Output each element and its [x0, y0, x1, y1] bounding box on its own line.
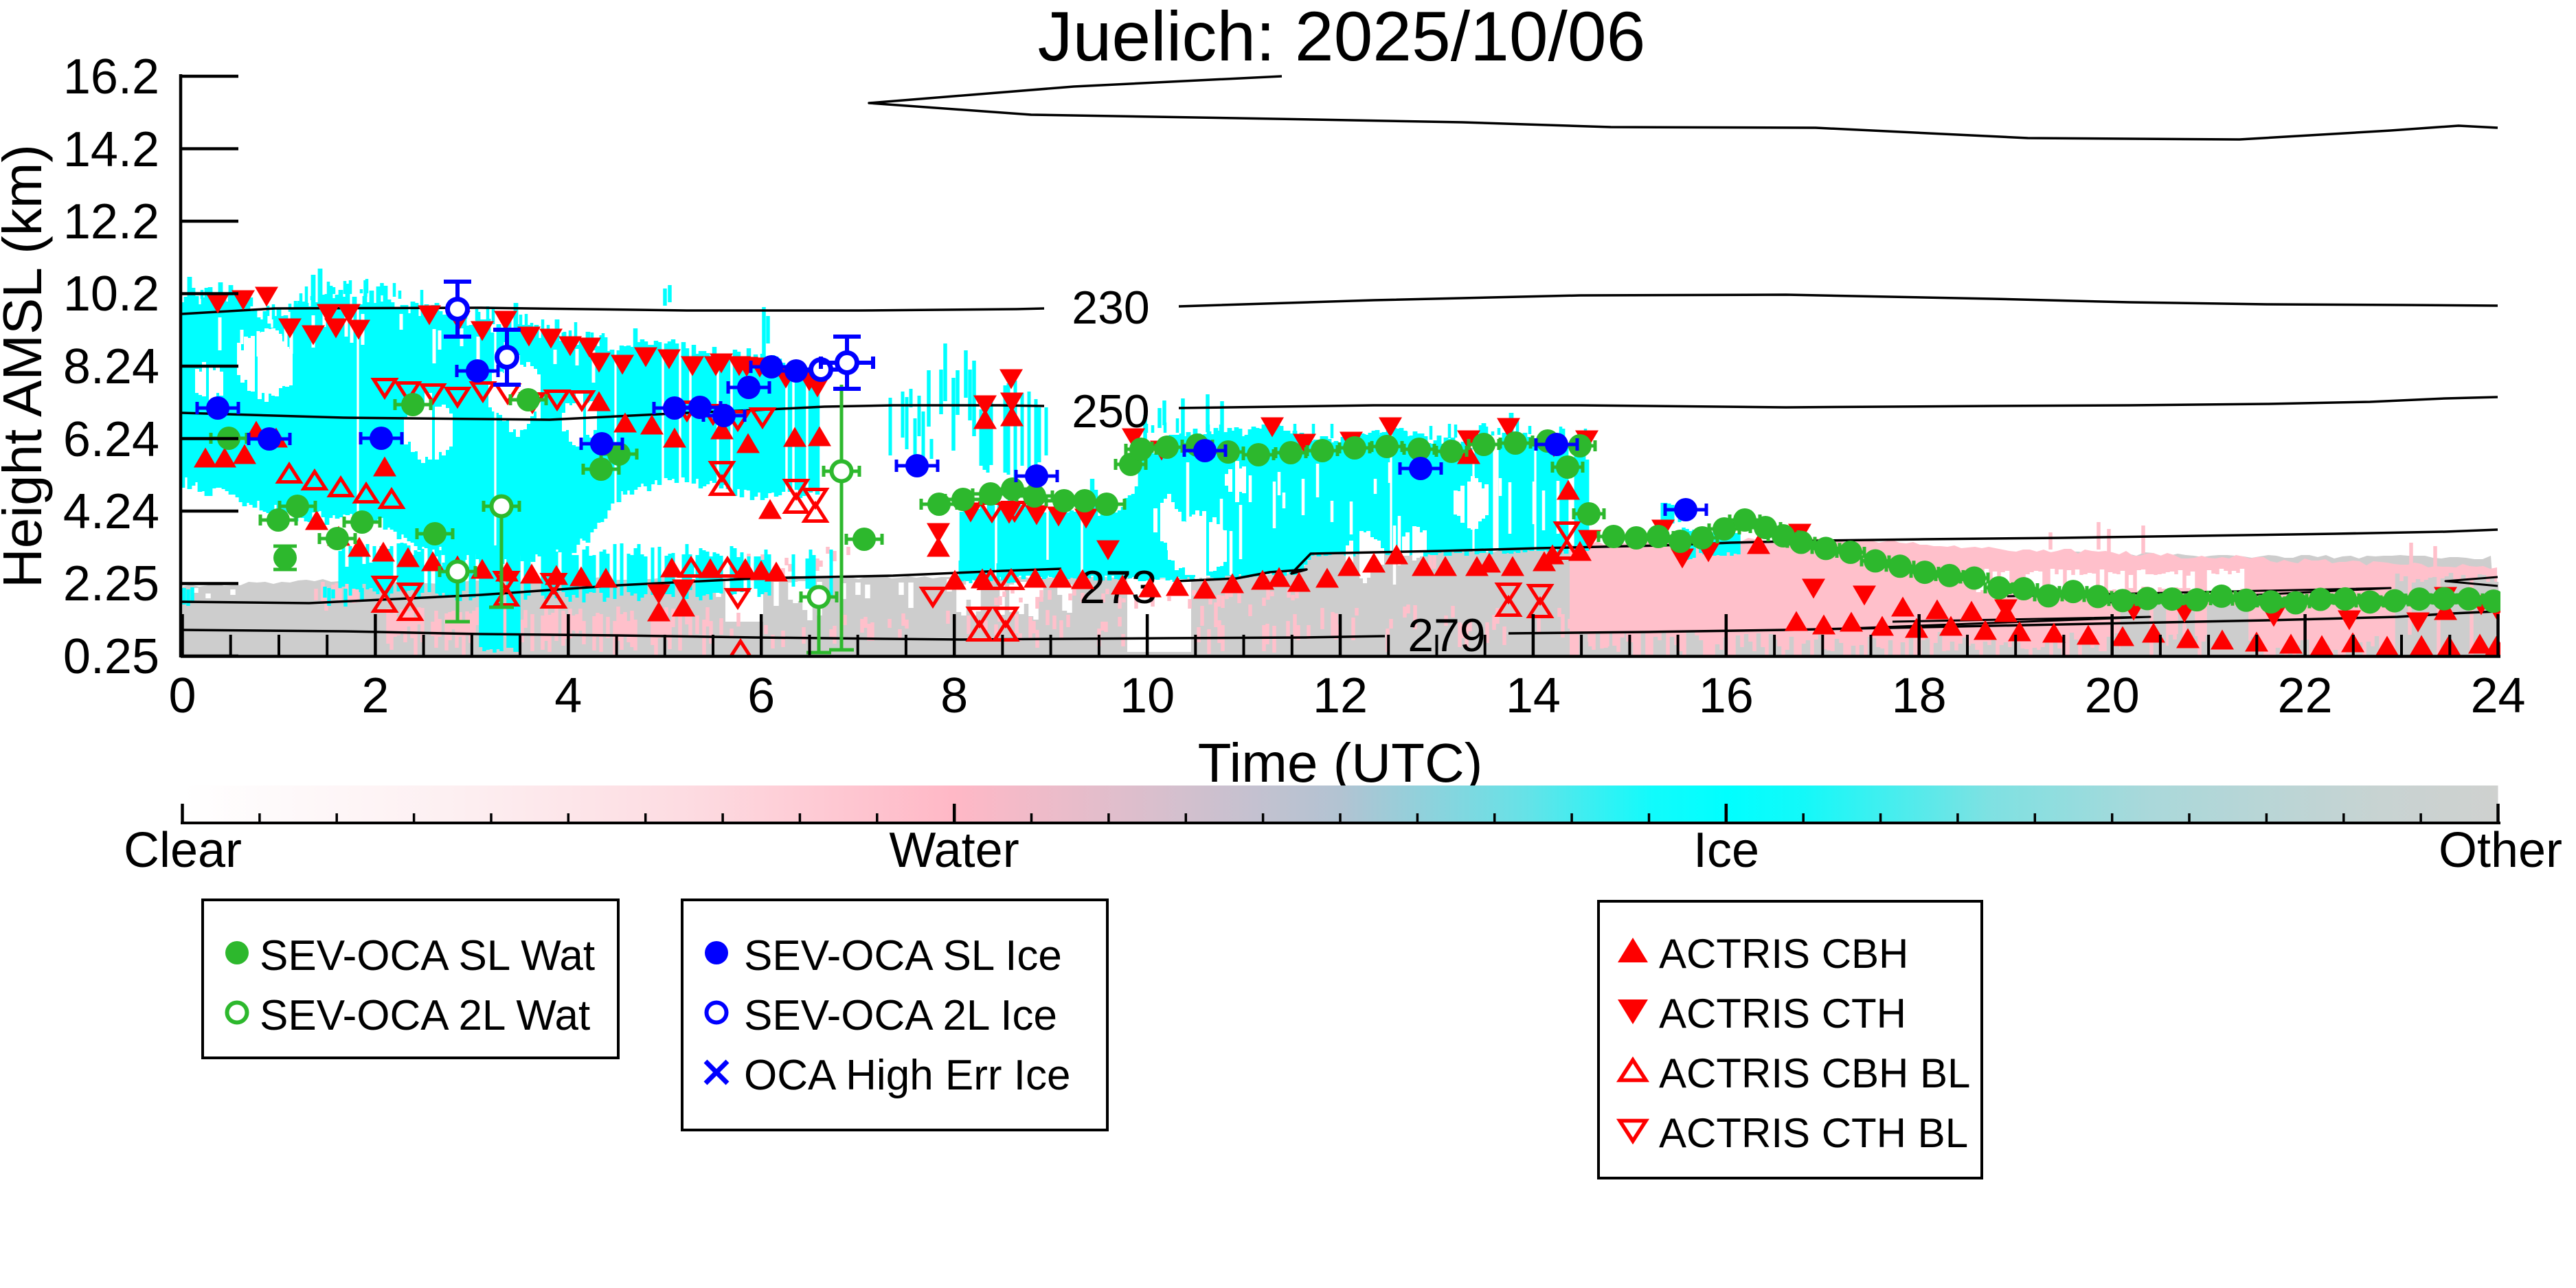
svg-text:ACTRIS CTH: ACTRIS CTH	[1659, 991, 1906, 1037]
svg-text:6: 6	[747, 668, 775, 723]
svg-text:SEV-OCA 2L Ice: SEV-OCA 2L Ice	[744, 992, 1057, 1039]
svg-text:ACTRIS CTH BL: ACTRIS CTH BL	[1659, 1110, 1968, 1156]
svg-text:Juelich: 2025/10/06: Juelich: 2025/10/06	[1038, 0, 1646, 76]
svg-text:SEV-OCA 2L Wat: SEV-OCA 2L Wat	[260, 992, 590, 1039]
svg-text:Water: Water	[889, 823, 1019, 878]
svg-text:0.25: 0.25	[63, 629, 159, 684]
svg-text:Ice: Ice	[1693, 823, 1759, 878]
svg-text:10: 10	[1120, 668, 1175, 723]
svg-text:16: 16	[1699, 668, 1754, 723]
svg-text:Height AMSL (km): Height AMSL (km)	[0, 144, 53, 588]
svg-text:4.24: 4.24	[63, 484, 159, 539]
svg-text:Time (UTC): Time (UTC)	[1198, 732, 1483, 793]
svg-text:12: 12	[1313, 668, 1368, 723]
svg-text:4: 4	[554, 668, 582, 723]
svg-text:6.24: 6.24	[63, 412, 159, 467]
svg-text:22: 22	[2278, 668, 2333, 723]
svg-text:8: 8	[940, 668, 968, 723]
svg-text:20: 20	[2085, 668, 2140, 723]
svg-text:279: 279	[1408, 609, 1485, 662]
svg-text:SEV-OCA SL Ice: SEV-OCA SL Ice	[744, 932, 1062, 980]
svg-text:2: 2	[361, 668, 389, 723]
svg-text:14: 14	[1506, 668, 1561, 723]
svg-text:16.2: 16.2	[63, 49, 159, 104]
svg-text:Other: Other	[2439, 823, 2562, 878]
svg-text:24: 24	[2470, 668, 2525, 723]
svg-text:8.24: 8.24	[63, 339, 159, 394]
svg-text:2.25: 2.25	[63, 556, 159, 611]
svg-text:14.2: 14.2	[63, 122, 159, 177]
svg-text:ACTRIS CBH BL: ACTRIS CBH BL	[1659, 1050, 1970, 1096]
svg-text:18: 18	[1892, 668, 1947, 723]
svg-text:SEV-OCA SL Wat: SEV-OCA SL Wat	[260, 932, 595, 980]
svg-text:10.2: 10.2	[63, 267, 159, 321]
svg-text:12.2: 12.2	[63, 194, 159, 249]
svg-text:230: 230	[1072, 282, 1149, 334]
svg-text:Clear: Clear	[124, 823, 242, 878]
svg-text:ACTRIS CBH: ACTRIS CBH	[1659, 931, 1908, 977]
svg-text:OCA High Err Ice: OCA High Err Ice	[744, 1052, 1070, 1099]
svg-text:0: 0	[168, 668, 196, 723]
